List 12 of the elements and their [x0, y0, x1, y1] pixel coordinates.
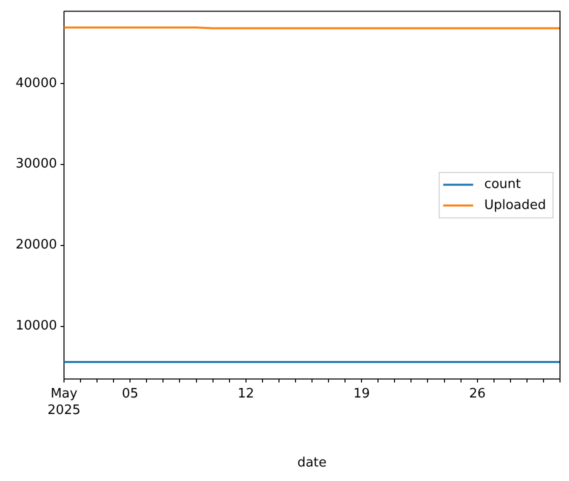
y-tick-label: 40000 — [16, 76, 57, 91]
x-axis-title: date — [297, 456, 327, 471]
y-tick-label: 30000 — [16, 156, 57, 172]
x-tick-label: May 2025 — [47, 386, 81, 418]
x-tick-label: 19 — [353, 386, 370, 402]
y-tick-label: 20000 — [16, 238, 57, 253]
x-tick-label: 26 — [469, 386, 486, 402]
x-tick-label: 05 — [122, 386, 138, 402]
legend-label: count — [484, 177, 521, 192]
y-tick-label: 10000 — [16, 318, 57, 334]
legend-label: Uploaded — [484, 198, 546, 213]
x-tick-label: 12 — [238, 386, 254, 402]
